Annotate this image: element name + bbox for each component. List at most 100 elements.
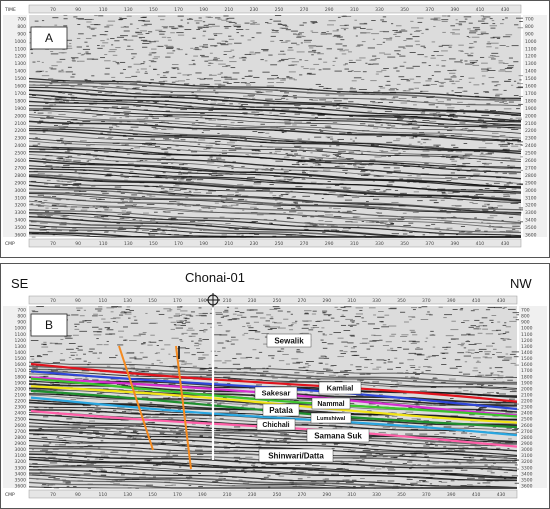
panel-a-cmp-tick-top: 430	[501, 7, 510, 13]
panel-a-time-tick-right: 2800	[525, 173, 537, 179]
seismic-panel-a: 70 70 90 90 110 110 130 130 150 150 170 170 190 190 21…	[0, 0, 550, 258]
panel-b-time-tick-right: 1400	[521, 350, 533, 356]
panel-b-cmp-tick-bottom: 170	[173, 492, 182, 498]
panel-b-cmp-tick-top: 290	[322, 298, 331, 304]
panel-a-time-tick-left: 1000	[15, 39, 27, 45]
panel-a-time-tick-right: 700	[525, 17, 534, 23]
panel-b-time-tick-right: 2800	[521, 435, 533, 441]
panel-a-label: A	[45, 31, 53, 45]
panel-b-time-tick-left: 2500	[15, 417, 27, 423]
panel-a-time-tick-left: 3400	[15, 218, 27, 224]
panel-a-cmp-tick-bottom: 150	[149, 241, 158, 247]
fault-line-1	[118, 345, 154, 451]
panel-a-time-tick-right: 900	[525, 31, 534, 37]
panel-a-time-tick-left: 2900	[15, 180, 27, 186]
panel-b-time-tick-left: 2900	[15, 441, 27, 447]
panel-b-time-tick-left: 1200	[15, 338, 27, 344]
horizon-samana-suk	[30, 396, 518, 437]
panel-a-cmp-tick-top: 90	[75, 7, 81, 13]
panel-a-time-tick-left: 1700	[15, 91, 27, 97]
panel-a-cmp-tick-top: 230	[250, 7, 259, 13]
panel-a-cmp-tick-bottom: 290	[325, 241, 334, 247]
panel-a-cmp-axis-label: CMP	[5, 241, 15, 247]
panel-a-cmp-tick-bottom: 190	[199, 241, 208, 247]
panel-a-time-tick-left: 3500	[15, 225, 27, 231]
panel-b-time-tick-right: 3000	[521, 447, 533, 453]
panel-b-time-strip-right	[519, 306, 547, 488]
panel-b-time-tick-left: 700	[17, 308, 26, 314]
panel-b-time-tick-left: 2700	[15, 429, 27, 435]
panel-b-cmp-tick-top: 70	[50, 298, 56, 304]
formation-label-box-sakesar	[254, 386, 298, 400]
panel-b-cmp-tick-top: 310	[347, 298, 356, 304]
panel-a-cmp-tick-bottom: 130	[124, 241, 133, 247]
panel-a-time-tick-left: 3300	[15, 210, 27, 216]
seismic-section-a: 70 70 90 90 110 110 130 130 150 150 170 170 190 190 21…	[3, 4, 547, 248]
panel-a-time-tick-right: 1000	[525, 39, 537, 45]
panel-b-cmp-tick-bottom: 90	[75, 492, 81, 498]
panel-b-cmp-tick-bottom: 370	[422, 492, 431, 498]
panel-a-time-tick-left: 2000	[15, 113, 27, 119]
panel-a-time-axis-label: TIME	[4, 7, 16, 13]
panel-b-cmp-tick-bottom: 290	[322, 492, 331, 498]
panel-b-cmp-tick-bottom: 70	[50, 492, 56, 498]
panel-b-time-tick-right: 1800	[521, 374, 533, 380]
panel-a-time-tick-left: 2400	[15, 143, 27, 149]
panel-a-time-tick-right: 2300	[525, 136, 537, 142]
horizon-patala	[30, 385, 518, 424]
panel-b-time-tick-left: 2400	[15, 411, 27, 417]
panel-b-time-tick-right: 700	[521, 308, 530, 314]
panel-b-time-tick-left: 2000	[15, 386, 27, 392]
panel-a-cmp-strip-bottom	[28, 238, 522, 248]
panel-b-cmp-tick-bottom: 410	[472, 492, 481, 498]
panel-b-time-tick-left: 1000	[15, 326, 27, 332]
panel-b-cmp-tick-top: 150	[148, 298, 157, 304]
panel-b-time-tick-right: 2200	[521, 399, 533, 405]
panel-a-time-tick-left: 700	[17, 17, 26, 23]
panel-a-time-tick-right: 2000	[525, 113, 537, 119]
panel-b-time-tick-left: 1900	[15, 380, 27, 386]
panel-b-time-strip-left	[3, 306, 27, 488]
panel-a-cmp-tick-top: 110	[99, 7, 108, 13]
panel-b-time-tick-left: 1400	[15, 350, 27, 356]
panel-a-time-tick-left: 2500	[15, 151, 27, 157]
panel-b-cmp-tick-top: 330	[372, 298, 381, 304]
panel-a-time-tick-left: 3100	[15, 195, 27, 201]
panel-a-time-strip-right	[523, 15, 547, 237]
panel-b-time-tick-left: 1700	[15, 368, 27, 374]
panel-b-time-tick-right: 1200	[521, 338, 533, 344]
panel-b-cmp-tick-bottom: 350	[397, 492, 406, 498]
panel-b-time-tick-right: 1100	[521, 332, 533, 338]
panel-b-time-tick-right: 2500	[521, 417, 533, 423]
panel-a-cmp-tick-bottom: 430	[501, 241, 510, 247]
panel-a-time-tick-left: 2600	[15, 158, 27, 164]
panel-a-time-tick-left: 1500	[15, 76, 27, 82]
formation-label-box-kamlial	[318, 381, 362, 395]
panel-a-time-tick-right: 1100	[525, 46, 537, 52]
panel-b-time-tick-left: 3200	[15, 459, 27, 465]
panel-a-cmp-tick-bottom: 270	[300, 241, 309, 247]
panel-a-time-tick-left: 1100	[15, 46, 27, 52]
panel-a-time-tick-right: 3000	[525, 188, 537, 194]
panel-a-seismic-reflectors	[28, 15, 528, 238]
panel-b-cmp-tick-bottom: 110	[98, 492, 107, 498]
panel-a-cmp-tick-top: 370	[425, 7, 434, 13]
panel-a-time-tick-right: 800	[525, 24, 534, 30]
panel-a-time-tick-right: 2200	[525, 128, 537, 134]
panel-a-time-tick-left: 1300	[15, 61, 27, 67]
panel-b-label: B	[45, 318, 53, 332]
panel-a-time-tick-right: 3100	[525, 195, 537, 201]
panel-b-time-tick-right: 3300	[521, 465, 533, 471]
panel-a-time-tick-right: 2500	[525, 151, 537, 157]
panel-b-label-box	[30, 313, 68, 337]
panel-b-time-tick-right: 3400	[521, 471, 533, 477]
panel-a-time-tick-left: 2100	[15, 121, 27, 127]
panel-a-cmp-tick-top: 150	[149, 7, 158, 13]
panel-a-cmp-tick-bottom: 310	[350, 241, 359, 247]
panel-b-time-tick-left: 800	[17, 314, 26, 320]
formation-label-box-patala	[262, 403, 300, 417]
panel-a-cmp-tick-bottom: 90	[75, 241, 81, 247]
panel-b-time-tick-left: 2800	[15, 435, 27, 441]
panel-a-time-tick-right: 1400	[525, 69, 537, 75]
formation-label-patala: Patala	[269, 406, 293, 415]
